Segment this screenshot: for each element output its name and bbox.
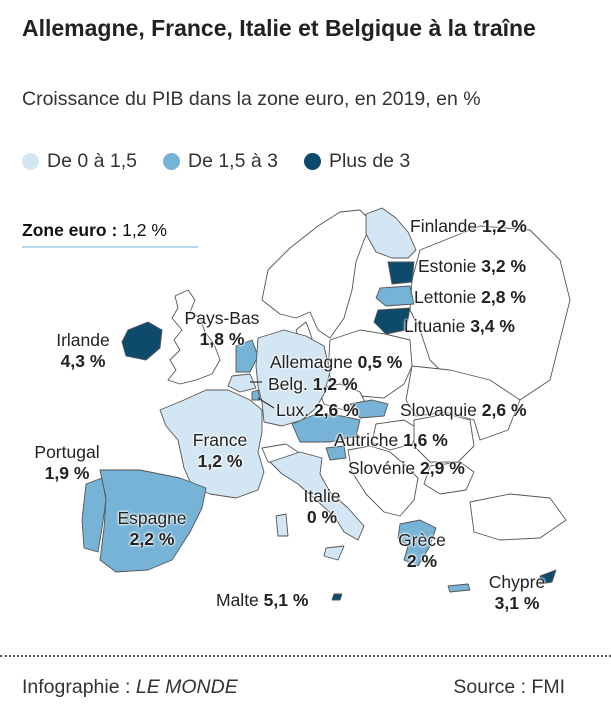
country-crete	[447, 583, 471, 593]
country-bulgaria	[423, 461, 475, 495]
legend-swatch-high	[303, 152, 321, 170]
country-ireland	[121, 321, 163, 361]
country-sicily	[323, 545, 345, 561]
legend-swatch-mid	[162, 152, 180, 170]
label-belgium: Belg. 1,2 %	[268, 374, 358, 394]
country-uk	[167, 289, 221, 385]
footer-credit: Infographie : LE MONDE	[22, 676, 238, 698]
country-slovenia	[325, 445, 347, 461]
map-subtitle: Croissance du PIB dans la zone euro, en …	[22, 88, 481, 110]
label-spain: Espagne 2,2 %	[117, 508, 187, 549]
legend-label-low: De 0 à 1,5	[47, 149, 137, 172]
legend-item-low: De 0 à 1,5	[22, 150, 137, 173]
country-france	[159, 389, 265, 499]
country-balkans	[347, 445, 419, 517]
country-cyprus	[539, 569, 557, 585]
leader-line-luxembourg	[257, 397, 275, 409]
country-finland	[365, 207, 417, 259]
country-ukraine	[405, 365, 521, 441]
country-austria	[291, 413, 361, 443]
country-belgium	[227, 373, 257, 393]
label-luxembourg: Lux. 2,6 %	[276, 400, 359, 420]
label-slovenia: Slovénie 2,9 %	[348, 458, 465, 478]
country-romania	[413, 413, 475, 463]
label-france: France 1,2 %	[192, 430, 248, 471]
footer-divider	[0, 655, 611, 657]
country-lithuania	[373, 307, 411, 335]
country-hungary	[371, 419, 421, 451]
country-malta	[331, 593, 343, 601]
label-finland: Finlande 1,2 %	[410, 216, 527, 236]
credit-name: LE MONDE	[135, 676, 238, 698]
country-luxembourg	[251, 389, 261, 401]
legend-item-mid: De 1,5 à 3	[162, 149, 278, 173]
label-greece: Grèce 2 %	[398, 530, 446, 571]
label-estonia: Estonie 3,2 %	[418, 256, 526, 276]
label-malta: Malte 5,1 %	[216, 590, 309, 610]
legend-label-high: Plus de 3	[328, 149, 411, 172]
label-netherlands: Pays-Bas 1,8 %	[184, 308, 260, 349]
label-ireland: Irlande 4,3 %	[56, 330, 110, 371]
country-norway-sweden	[261, 209, 373, 339]
label-lithuania: Lituanie 3,4 %	[404, 316, 515, 336]
zone-euro-underline	[22, 246, 198, 248]
zone-euro-label: Zone euro : 1,2 %	[22, 220, 167, 240]
country-spain	[99, 469, 207, 573]
zone-euro-value: 1,2 %	[122, 220, 167, 240]
country-netherlands	[235, 339, 259, 373]
label-austria: Autriche 1,6 %	[334, 430, 448, 450]
map-title: Allemagne, France, Italie et Belgique à …	[22, 15, 536, 41]
country-italy	[269, 451, 365, 541]
country-slovakia	[349, 399, 389, 419]
europe-map	[81, 207, 571, 601]
label-latvia: Lettonie 2,8 %	[414, 287, 526, 307]
label-germany: Allemagne 0,5 %	[270, 352, 403, 372]
country-turkey	[469, 493, 567, 541]
label-italy: Italie 0 %	[303, 486, 341, 527]
country-latvia	[375, 285, 415, 307]
legend-label-mid: De 1,5 à 3	[187, 149, 278, 172]
legend-swatch-low	[22, 152, 39, 170]
legend: De 0 à 1,5 De 1,5 à 3 Plus de 3	[22, 148, 436, 174]
country-russia	[409, 225, 571, 401]
country-greece	[397, 519, 437, 567]
label-cyprus: Chypre 3,1 %	[488, 572, 546, 613]
label-slovakia: Slovaquie 2,6 %	[400, 400, 527, 420]
country-germany	[255, 329, 331, 427]
country-sardinia	[275, 513, 289, 537]
legend-item-high: Plus de 3	[303, 149, 411, 173]
footer-source: Source : FMI	[453, 676, 565, 698]
country-estonia	[387, 261, 415, 285]
label-portugal: Portugal 1,9 %	[34, 442, 100, 483]
